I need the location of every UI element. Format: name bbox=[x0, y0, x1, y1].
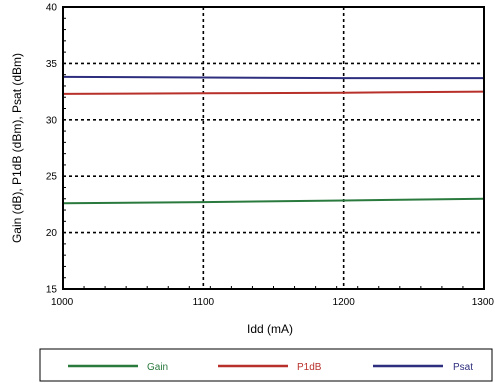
y-tick-label: 35 bbox=[46, 59, 58, 70]
series-line-p1db bbox=[62, 90, 485, 95]
series-group bbox=[62, 75, 485, 205]
plot-frame bbox=[62, 6, 485, 290]
y-axis-ticks: 15 20 25 30 35 40 bbox=[46, 3, 58, 296]
series-line-gain bbox=[62, 197, 485, 205]
legend: Gain P1dB Psat bbox=[39, 348, 493, 382]
legend-label-psat: Psat bbox=[453, 362, 473, 373]
y-tick-label: 20 bbox=[46, 228, 58, 239]
y-tick-label: 15 bbox=[46, 285, 58, 296]
x-axis-title: Idd (mA) bbox=[247, 322, 293, 336]
grid bbox=[63, 7, 484, 289]
x-tick-label: 1300 bbox=[472, 297, 495, 308]
x-tick-label: 1200 bbox=[333, 297, 356, 308]
y-tick-label: 40 bbox=[46, 3, 58, 14]
x-tick-label: 1000 bbox=[51, 297, 74, 308]
y-axis-title: Gain (dB), P1dB (dBm), Psat (dBm) bbox=[10, 53, 24, 243]
x-tick-label: 1100 bbox=[193, 297, 215, 308]
legend-label-gain: Gain bbox=[147, 362, 168, 373]
x-axis-ticks: 1000 1100 1200 1300 bbox=[51, 297, 494, 308]
series-line-psat bbox=[62, 75, 484, 80]
legend-label-p1db: P1dB bbox=[297, 362, 322, 373]
y-tick-label: 30 bbox=[46, 115, 58, 126]
y-tick-label: 25 bbox=[46, 172, 58, 183]
